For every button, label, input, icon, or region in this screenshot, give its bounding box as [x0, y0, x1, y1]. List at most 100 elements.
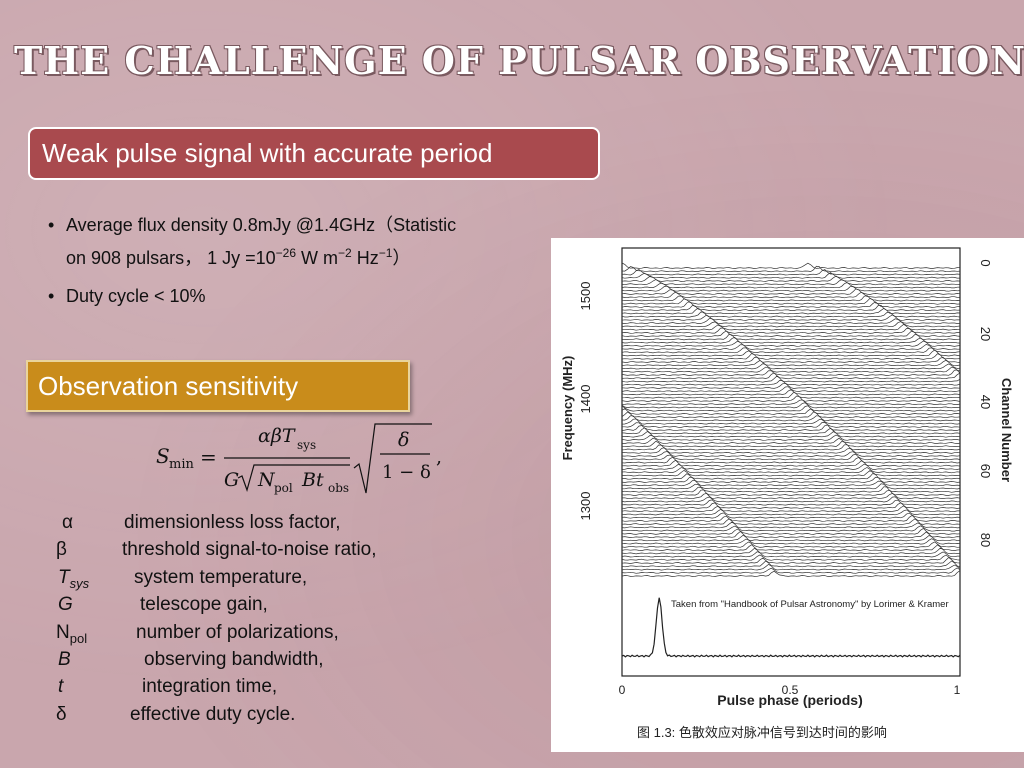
param-symbol-sub: pol	[69, 630, 88, 646]
channel-trace	[621, 347, 961, 354]
channel-trace	[621, 499, 961, 506]
channel-trace	[621, 285, 961, 292]
formula-den-n: N	[257, 469, 276, 491]
channel-trace	[621, 314, 961, 321]
formula-den-g: G	[224, 469, 239, 491]
weak-signal-heading: Weak pulse signal with accurate period	[28, 127, 600, 180]
channel-trace	[621, 415, 961, 422]
param-symbol: t	[58, 676, 64, 698]
formula-frac2-den: 1 − δ	[382, 462, 431, 483]
channel-trace	[621, 265, 961, 273]
channel-trace	[622, 437, 961, 445]
param-symbol: Npol	[56, 622, 87, 646]
channel-trace	[621, 557, 961, 564]
channel-trace	[622, 422, 961, 428]
channel-trace	[621, 344, 961, 350]
channel-trace	[621, 336, 961, 344]
channel-trace	[621, 402, 961, 409]
y-axis-label-channel: Channel Number	[999, 378, 1014, 482]
channel-trace	[621, 411, 961, 419]
channel-trace	[621, 349, 961, 357]
bullet-flux-density: • Average flux density 0.8mJy @1.4GHz（St…	[48, 211, 588, 272]
units-text: on 908 pulsars， 1 Jy =10	[66, 248, 276, 268]
param-symbol-sub: sys	[69, 575, 90, 591]
channel-trace	[621, 318, 960, 325]
freq-tick-label: 1300	[578, 492, 593, 521]
channel-trace	[621, 456, 961, 464]
units-text: W m	[296, 248, 338, 268]
channel-trace	[621, 547, 961, 555]
formula-frac2-num: δ	[398, 429, 409, 451]
units-sup: −2	[338, 246, 352, 260]
param-row: α dimensionless loss factor,	[50, 512, 470, 539]
channel-trace	[621, 262, 961, 269]
param-description: dimensionless loss factor,	[124, 512, 341, 533]
sensitivity-heading: Observation sensitivity	[26, 360, 410, 412]
formula-equals: =	[200, 445, 217, 469]
channel-trace	[621, 427, 961, 435]
param-symbol-main: T	[58, 566, 70, 588]
param-symbol: Tsys	[58, 567, 89, 591]
channel-trace	[621, 327, 961, 334]
channel-trace	[621, 493, 961, 500]
param-description: telescope gain,	[140, 594, 268, 616]
figure-caption: 图 1.3: 色散效应对脉冲信号到达时间的影响	[637, 725, 887, 740]
channel-trace	[621, 311, 961, 318]
channel-trace	[621, 467, 961, 474]
channel-trace	[621, 489, 961, 496]
channel-trace	[621, 383, 961, 389]
channel-trace	[621, 288, 961, 295]
channel-trace	[622, 431, 961, 438]
channel-trace	[621, 451, 961, 457]
channel-trace	[621, 567, 961, 574]
freq-tick-label: 1400	[578, 385, 593, 414]
phase-tick-label: 0	[619, 683, 626, 697]
param-symbol: α	[62, 512, 73, 533]
channel-trace	[621, 514, 960, 522]
channel-trace	[621, 531, 961, 539]
channel-traces	[621, 262, 961, 577]
channel-tick-label: 0	[978, 259, 993, 266]
units-text: Hz	[351, 248, 379, 268]
channel-tick-label: 60	[978, 464, 993, 478]
channel-tick-label: 20	[978, 327, 993, 341]
x-axis-label: Pulse phase (periods)	[717, 692, 862, 708]
channel-trace	[621, 434, 961, 441]
formula-lhs: S	[156, 444, 170, 468]
channel-trace	[621, 408, 961, 415]
channel-trace	[621, 301, 961, 308]
units-text: ）	[392, 248, 411, 268]
param-row: Tsys system temperature,	[50, 567, 470, 594]
channel-trace	[621, 359, 961, 367]
bullet-duty-cycle: • Duty cycle < 10%	[48, 282, 588, 310]
channel-trace	[621, 297, 961, 305]
param-description: integration time,	[142, 676, 278, 698]
bullet-line-units: on 908 pulsars， 1 Jy =10−26 W m−2 Hz−1）	[66, 239, 588, 272]
channel-trace	[621, 544, 961, 551]
channel-trace	[621, 275, 961, 282]
channel-trace	[621, 463, 961, 470]
channel-trace	[621, 476, 961, 483]
channel-trace	[621, 282, 961, 289]
channel-trace	[621, 459, 961, 467]
channel-trace	[621, 424, 961, 432]
param-symbol: β	[56, 539, 67, 561]
channel-trace	[621, 486, 961, 493]
param-description: effective duty cycle.	[130, 703, 296, 725]
channel-trace	[621, 369, 961, 376]
param-description: system temperature,	[134, 566, 308, 588]
channel-trace	[621, 554, 961, 561]
channel-trace	[621, 405, 961, 412]
phase-tick-label: 0.5	[782, 683, 799, 697]
summed-pulse-profile	[621, 597, 961, 658]
formula-sqrt-1	[237, 464, 350, 492]
formula-comma: ,	[436, 446, 442, 468]
phase-tick-label: 1	[954, 683, 961, 697]
param-symbol-main: N	[56, 621, 70, 643]
channel-trace	[621, 269, 961, 276]
channel-trace	[621, 307, 961, 315]
formula-den-n-sub: pol	[274, 481, 293, 495]
channel-trace	[621, 518, 961, 526]
channel-trace	[621, 380, 961, 386]
channel-trace	[621, 272, 960, 279]
